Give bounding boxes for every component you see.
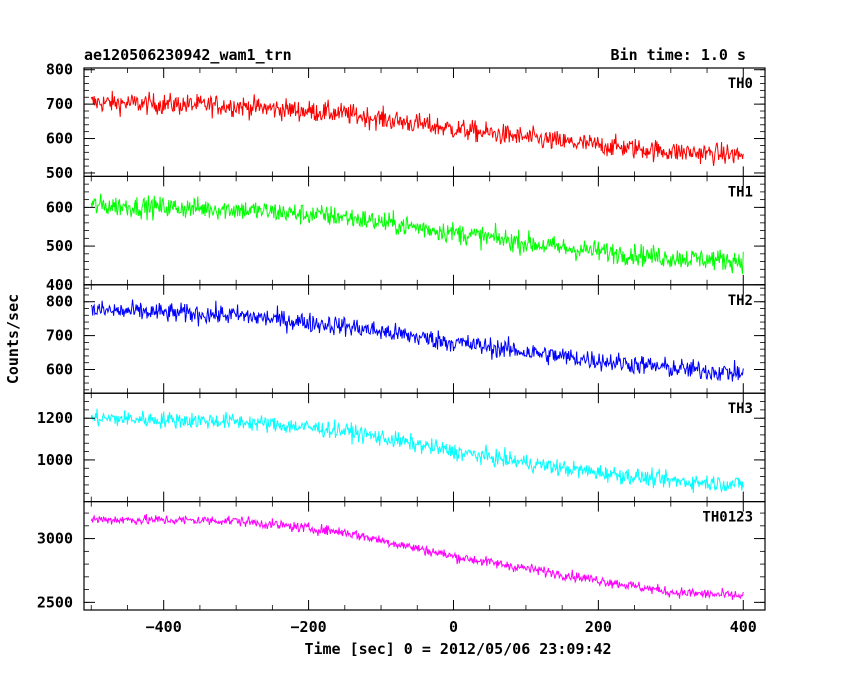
series-line-th3: [90, 408, 744, 494]
panel-frame-th3: [83, 392, 766, 503]
y-tick-label-th3-1000: 1000: [37, 451, 73, 469]
y-tick-label-th1-500: 500: [46, 237, 73, 255]
bin-time-label: Bin time: 1.0 s: [611, 46, 746, 64]
y-tick-label-th0-600: 600: [46, 130, 73, 148]
panel-th2: 600 700 800 TH2: [46, 284, 766, 394]
series-line-th0: [90, 90, 744, 166]
panel-th0123: 2500 3000 TH0123: [37, 501, 766, 611]
y-axis-label: Counts/sec: [4, 294, 22, 384]
x-axis-label: Time [sec] 0 = 2012/05/06 23:09:42: [304, 640, 611, 658]
panel-label-th1: TH1: [728, 184, 753, 200]
panel-frame-th0123: [83, 501, 766, 611]
panel-label-th0: TH0: [728, 76, 753, 92]
panel-th0: 500 600 700 800 TH0: [46, 61, 766, 182]
series-line-th1: [90, 193, 744, 274]
y-tick-label-th0-800: 800: [46, 61, 73, 79]
panel-frame-th2: [83, 284, 766, 394]
x-tick-label--200: −200: [291, 618, 327, 636]
panels-group: 500 600 700 800 TH0 400 500 600 TH1 600 700 800 TH2 1…: [37, 61, 766, 636]
panel-th1: 400 500 600 TH1: [46, 175, 766, 294]
chart-title: ae120506230942_wam1_trn: [84, 46, 292, 64]
y-tick-label-th2-600: 600: [46, 360, 73, 378]
y-tick-label-th0123-2500: 2500: [37, 593, 73, 611]
y-tick-label-th2-800: 800: [46, 293, 73, 311]
y-tick-label-th0-700: 700: [46, 95, 73, 113]
y-tick-label-th1-600: 600: [46, 198, 73, 216]
series-line-th2: [90, 299, 744, 382]
panel-th3: 1000 1200 TH3: [37, 392, 766, 503]
y-tick-label-th0-500: 500: [46, 164, 73, 182]
x-tick-label-200: 200: [585, 618, 612, 636]
y-tick-label-th1-400: 400: [46, 276, 73, 294]
panel-label-th0123: TH0123: [702, 510, 753, 526]
x-tick-label--400: −400: [146, 618, 182, 636]
y-tick-label-th2-700: 700: [46, 327, 73, 345]
y-tick-label-th3-1200: 1200: [37, 409, 73, 427]
series-line-th0123: [90, 513, 744, 600]
y-tick-label-th0123-3000: 3000: [37, 530, 73, 548]
panel-label-th2: TH2: [728, 293, 753, 309]
panel-label-th3: TH3: [728, 401, 753, 417]
x-tick-label-400: 400: [730, 618, 757, 636]
x-tick-label-0: 0: [449, 618, 458, 636]
